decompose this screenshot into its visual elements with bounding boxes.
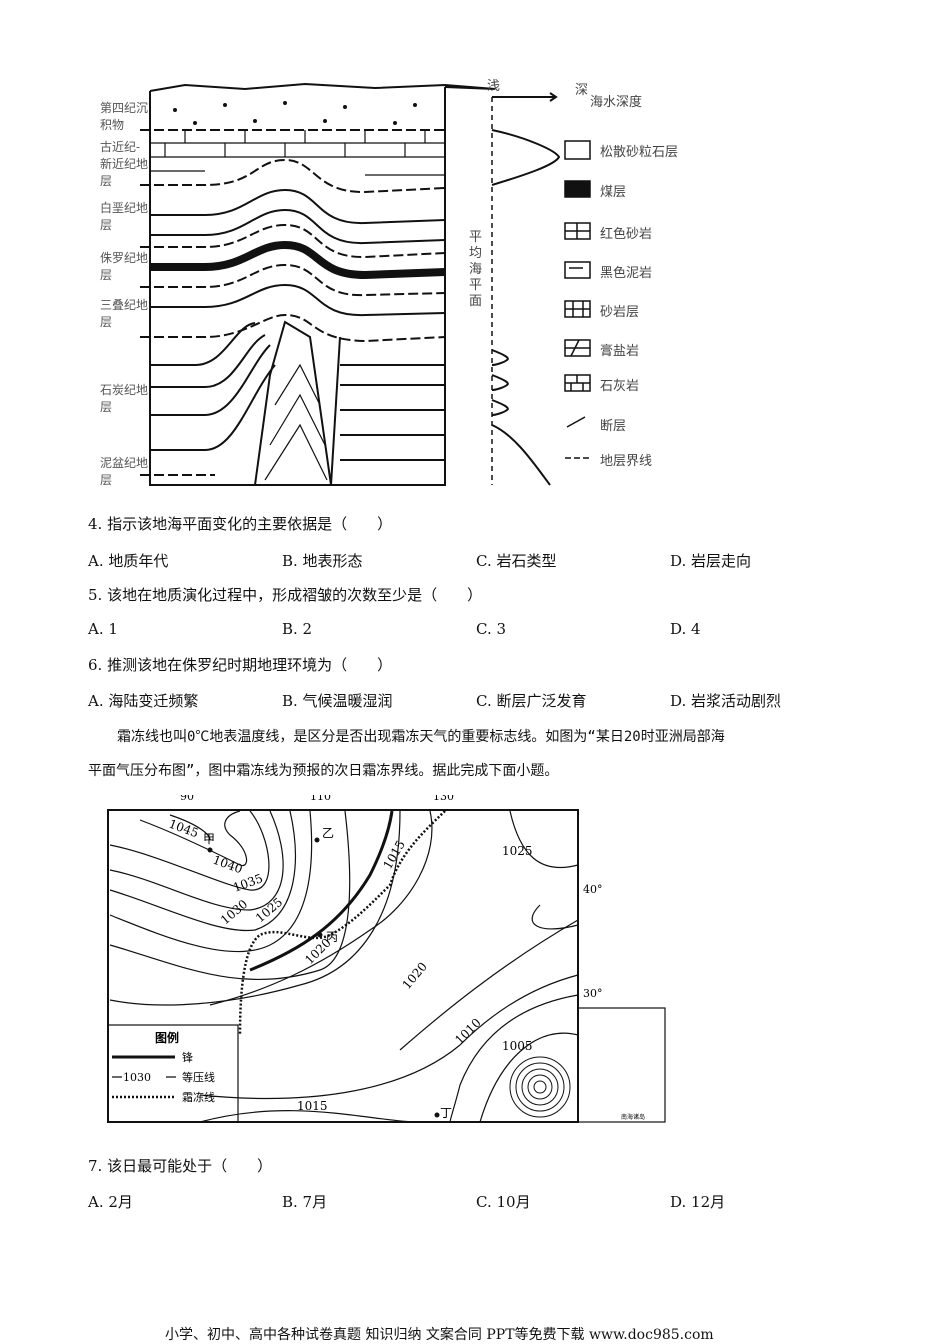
label-quaternary: 第四纪沉积物 <box>100 101 149 132</box>
legend-black-mudstone: 黑色泥岩 <box>600 266 653 281</box>
legend-boundary: 地层界线 <box>600 454 653 469</box>
passage-line-2: 平面气压分布图”，图中霜冻线为预报的次日霜冻界线。据此完成下面小题。 <box>88 763 559 779</box>
map-legend-title: 图例 <box>155 1030 179 1045</box>
sea-level-label: 平均海平面 <box>469 230 483 309</box>
q7-option-a[interactable]: A. 2月 <box>88 1193 133 1211</box>
stratigraphic-figure: 第四纪沉积物 古近纪-新近纪地层 白垩纪地层 侏罗纪地层 三叠纪地层 石炭纪地层… <box>95 75 705 495</box>
pressure-map-drawing: 90° 110° 130° 40° 30° 1045 1040 1035 103… <box>107 790 666 1123</box>
q5-option-c[interactable]: C. 3 <box>476 620 507 638</box>
q4-option-b[interactable]: B. 地表形态 <box>282 552 363 570</box>
label-carboniferous: 石炭纪地层 <box>100 383 149 414</box>
pressure-map: 90° 110° 130° 40° 30° 1045 1040 1035 103… <box>100 790 670 1130</box>
inset-label: 南海诸岛 <box>621 1113 645 1121</box>
q6-option-c[interactable]: C. 断层广泛发育 <box>476 692 587 710</box>
legend-isobar: 等压线 <box>182 1070 215 1084</box>
question-5: 5. 该地在地质演化过程中，形成褶皱的次数至少是（ ） <box>88 586 483 604</box>
isobar-1020-sea: 1020 <box>400 960 430 992</box>
lon-110: 110° <box>310 795 337 803</box>
point-yi: 乙 <box>322 826 334 840</box>
footer-text: 小学、初中、高中各种试卷真题 知识归纳 文案合同 PPT等免费下载 www.do… <box>165 1327 714 1343</box>
isobar-1015-south: 1015 <box>297 1099 328 1113</box>
depth-deep: 深 <box>575 83 589 98</box>
strata-column-drawing <box>140 82 591 486</box>
q6-option-d[interactable]: D. 岩浆活动剧烈 <box>670 692 782 710</box>
q6-option-b[interactable]: B. 气候温暖湿润 <box>282 692 393 710</box>
q5-option-d[interactable]: D. 4 <box>670 620 701 638</box>
point-jia: 甲 <box>203 832 215 846</box>
legend-limestone: 石灰岩 <box>600 379 640 394</box>
q7-option-d[interactable]: D. 12月 <box>670 1193 726 1211</box>
isobar-1025-east: 1025 <box>502 844 533 858</box>
isobar-1045: 1045 <box>167 817 200 841</box>
lat-30: 30° <box>583 987 603 1000</box>
q6-option-a[interactable]: A. 海陆变迁频繁 <box>88 692 199 710</box>
isobar-1005: 1005 <box>502 1039 533 1053</box>
q7-option-c[interactable]: C. 10月 <box>476 1193 531 1211</box>
q4-option-c[interactable]: C. 岩石类型 <box>476 552 557 570</box>
isobar-1025: 1025 <box>253 895 285 925</box>
legend-gypsum: 膏盐岩 <box>600 344 640 359</box>
question-6: 6. 推测该地在侏罗纪时期地理环境为（ ） <box>88 656 393 674</box>
legend-frost-line: 霜冻线 <box>182 1090 215 1104</box>
legend-red-sandstone: 红色砂岩 <box>600 227 653 242</box>
label-triassic: 三叠纪地层 <box>100 298 149 329</box>
lat-40: 40° <box>583 883 603 896</box>
lon-130: 130° <box>433 795 460 803</box>
point-bing: 丙 <box>326 930 338 944</box>
legend-loose-gravel: 松散砂粒石层 <box>600 145 679 160</box>
legend-sandstone: 砂岩层 <box>600 305 640 320</box>
depth-axis-title: 海水深度 <box>590 95 643 110</box>
isobar-1010: 1010 <box>452 1016 483 1047</box>
label-cretaceous: 白垩纪地层 <box>100 201 149 232</box>
q5-option-b[interactable]: B. 2 <box>282 620 313 638</box>
label-devonian: 泥盆纪地层 <box>100 456 149 487</box>
depth-shallow: 浅 <box>487 79 501 94</box>
question-4: 4. 指示该地海平面变化的主要依据是（ ） <box>88 515 393 533</box>
legend-front: 锋 <box>182 1051 193 1064</box>
question-7: 7. 该日最可能处于（ ） <box>88 1157 273 1175</box>
point-ding: 丁 <box>440 1106 452 1120</box>
label-jurassic: 侏罗纪地层 <box>100 251 149 282</box>
legend-fault: 断层 <box>600 419 627 434</box>
q4-option-d[interactable]: D. 岩层走向 <box>670 552 752 570</box>
legend-coal: 煤层 <box>600 185 627 200</box>
passage-line-1: 霜冻线也叫0℃地表温度线，是区分是否出现霜冻天气的重要标志线。如图为“某日20时… <box>117 729 725 745</box>
isobar-1030: 1030 <box>218 897 250 927</box>
q7-option-b[interactable]: B. 7月 <box>282 1193 328 1211</box>
legend-isobar-sample: 1030 <box>123 1071 151 1084</box>
lon-90: 90° <box>180 795 200 803</box>
isobar-1040: 1040 <box>211 853 244 877</box>
q5-option-a[interactable]: A. 1 <box>88 620 118 638</box>
q4-option-a[interactable]: A. 地质年代 <box>88 552 169 570</box>
label-paleogene-neogene: 古近纪-新近纪地层 <box>100 140 149 188</box>
